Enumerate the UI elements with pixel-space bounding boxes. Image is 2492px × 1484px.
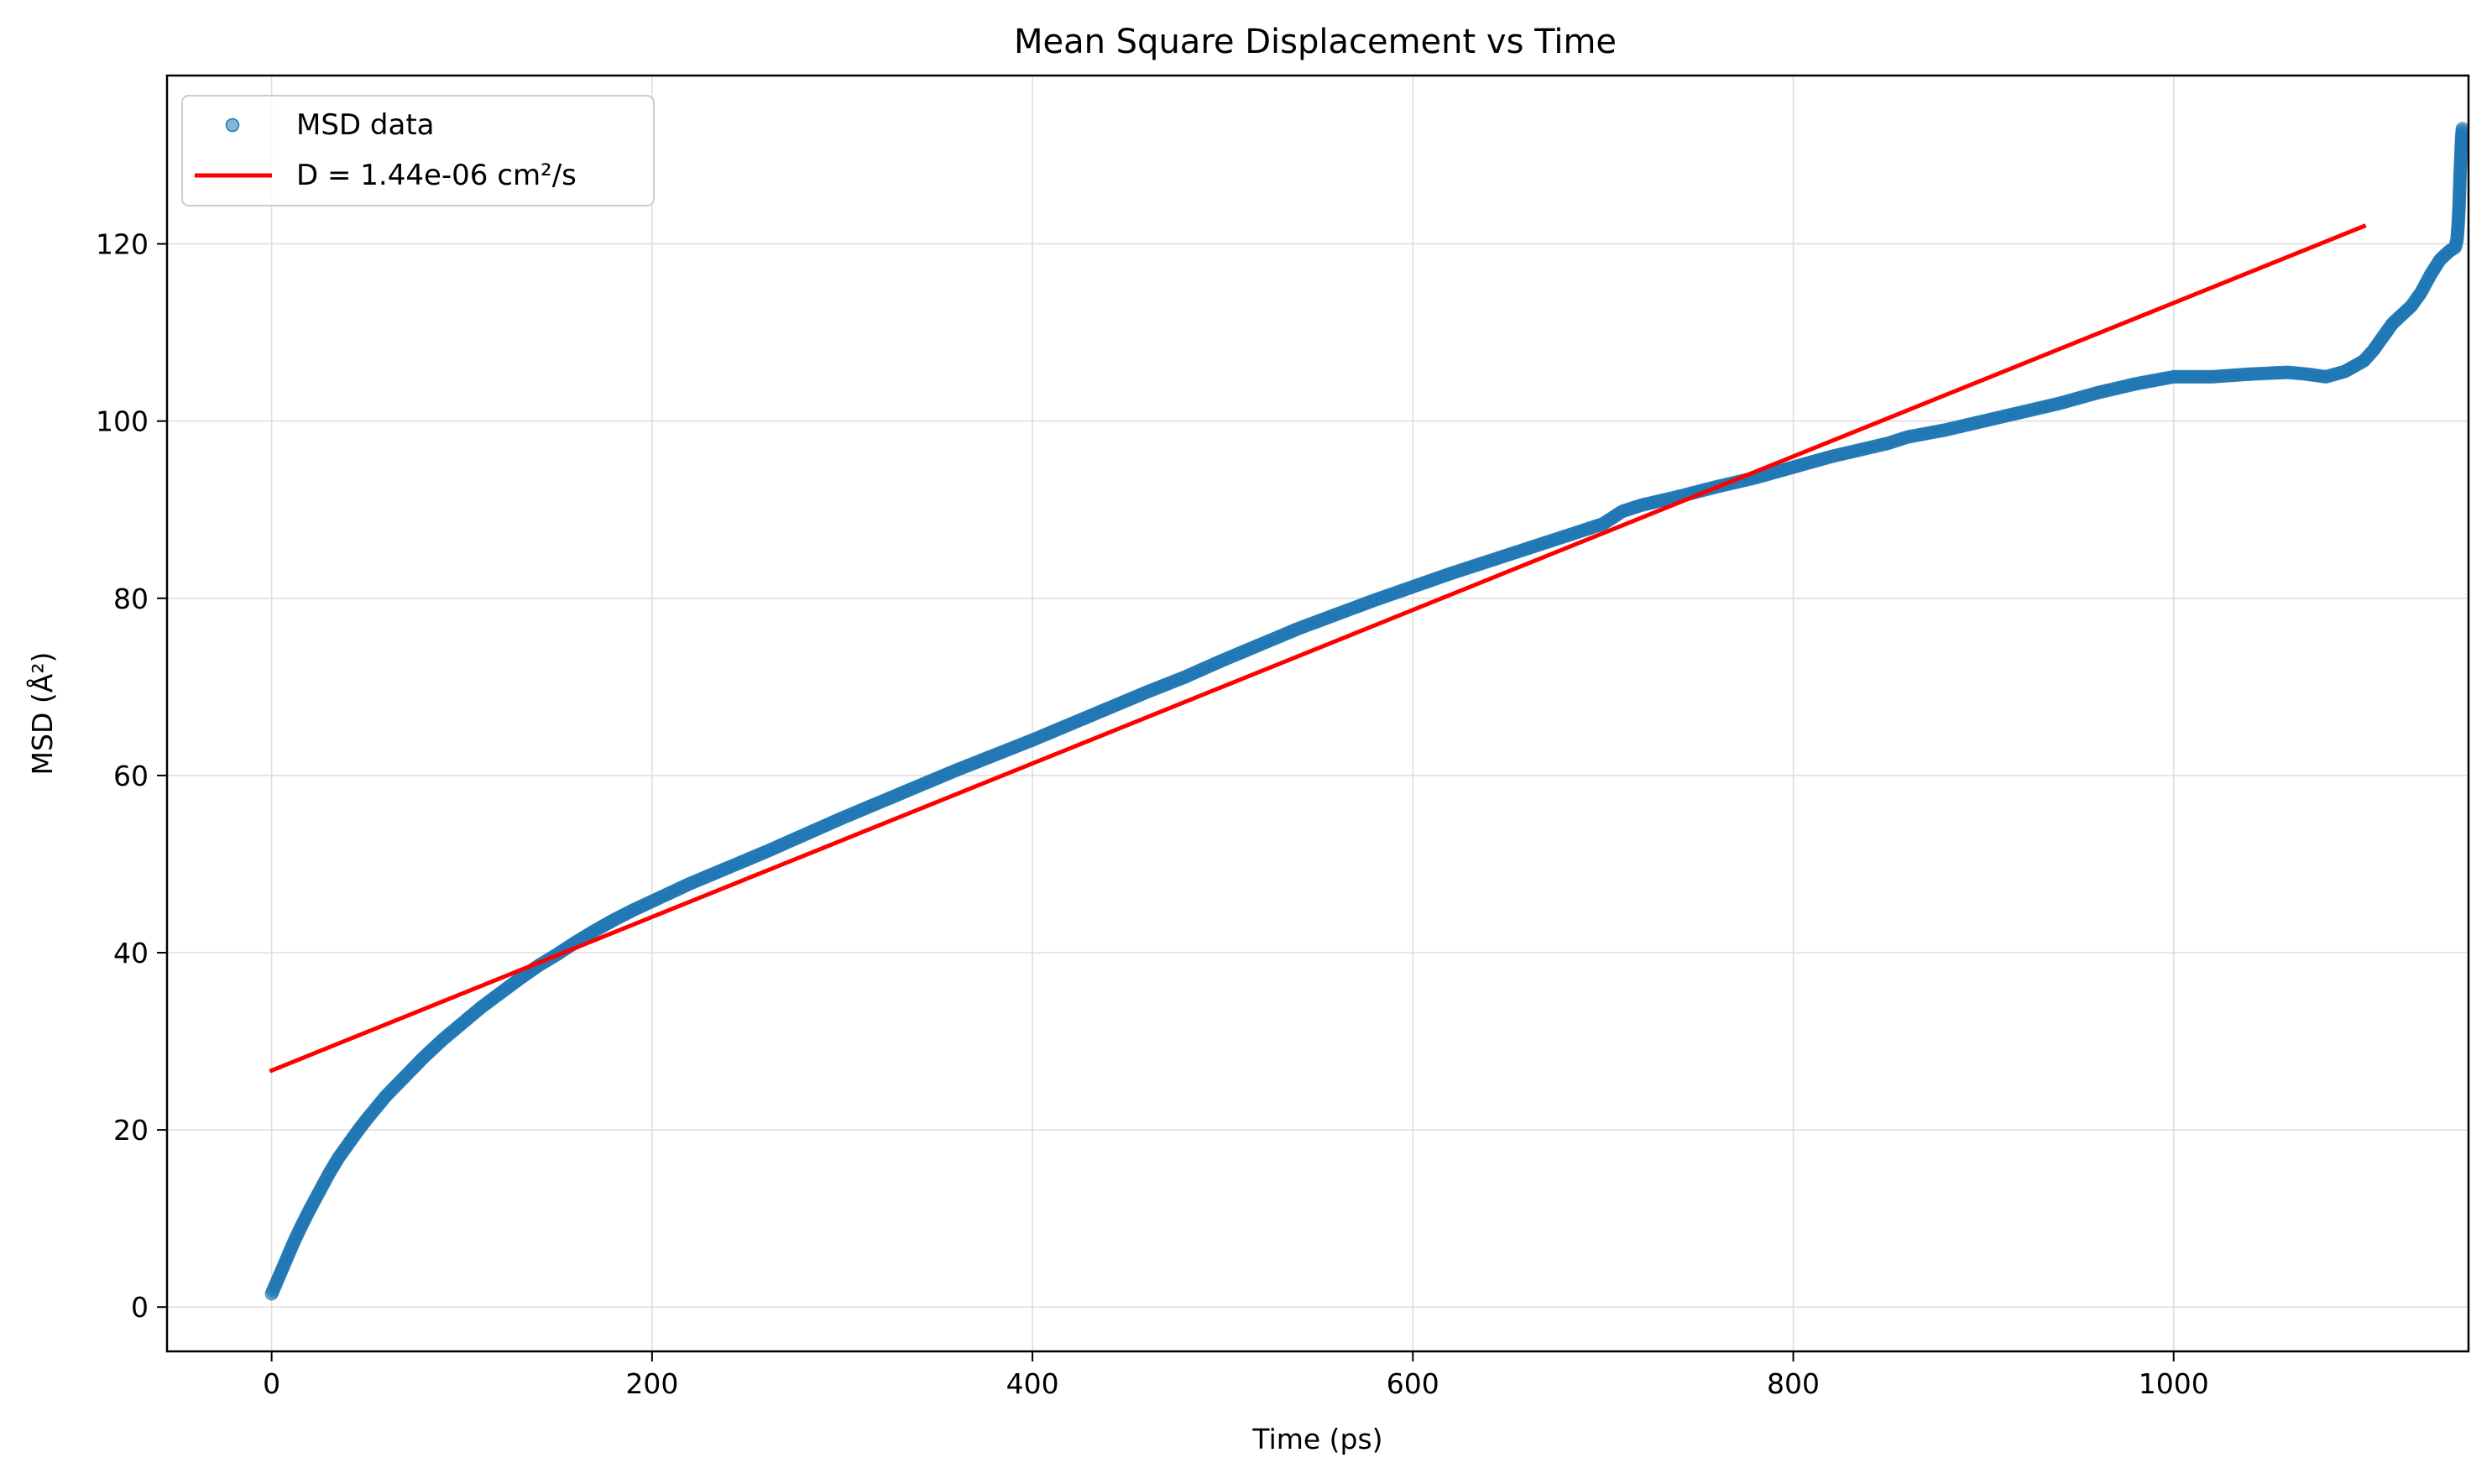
y-tick-label: 0 bbox=[131, 1291, 149, 1324]
x-tick-label: 0 bbox=[263, 1367, 280, 1400]
legend-box bbox=[181, 95, 655, 206]
y-tick-label: 20 bbox=[113, 1114, 149, 1147]
y-tick-label: 100 bbox=[96, 405, 149, 438]
chart-title: Mean Square Displacement vs Time bbox=[1014, 23, 1617, 61]
x-tick-label: 200 bbox=[625, 1367, 678, 1400]
grid bbox=[167, 76, 2468, 1351]
y-tick-label: 120 bbox=[96, 228, 149, 261]
y-tick-label: 80 bbox=[113, 583, 149, 615]
plot-data bbox=[264, 122, 2469, 1301]
legend-label-fit: D = 1.44e-06 cm²/s bbox=[296, 159, 577, 192]
fit-line bbox=[269, 223, 2367, 1074]
x-axis-label: Time (ps) bbox=[1251, 1423, 1382, 1455]
plot-frame bbox=[165, 74, 2470, 1353]
legend: MSD data D = 1.44e-06 cm²/s bbox=[181, 95, 655, 206]
legend-marker-msd bbox=[225, 118, 240, 133]
x-tick-label: 400 bbox=[1006, 1367, 1059, 1400]
y-tick-label: 60 bbox=[113, 760, 149, 792]
x-tick-label: 1000 bbox=[2139, 1367, 2209, 1400]
x-tick-label: 800 bbox=[1767, 1367, 1820, 1400]
y-axis-label: MSD (Å²) bbox=[25, 652, 59, 776]
legend-label-msd: MSD data bbox=[296, 108, 435, 142]
msd-data-point bbox=[2455, 122, 2469, 136]
y-tick-label: 40 bbox=[113, 937, 149, 969]
x-tick-label: 600 bbox=[1387, 1367, 1439, 1400]
axis-ticks: 0 200 400 600 800 1000 0 20 40 60 80 100 120 bbox=[96, 228, 2209, 1400]
